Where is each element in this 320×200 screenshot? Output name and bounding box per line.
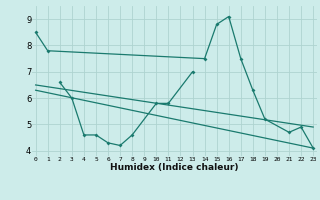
X-axis label: Humidex (Indice chaleur): Humidex (Indice chaleur) bbox=[110, 163, 239, 172]
